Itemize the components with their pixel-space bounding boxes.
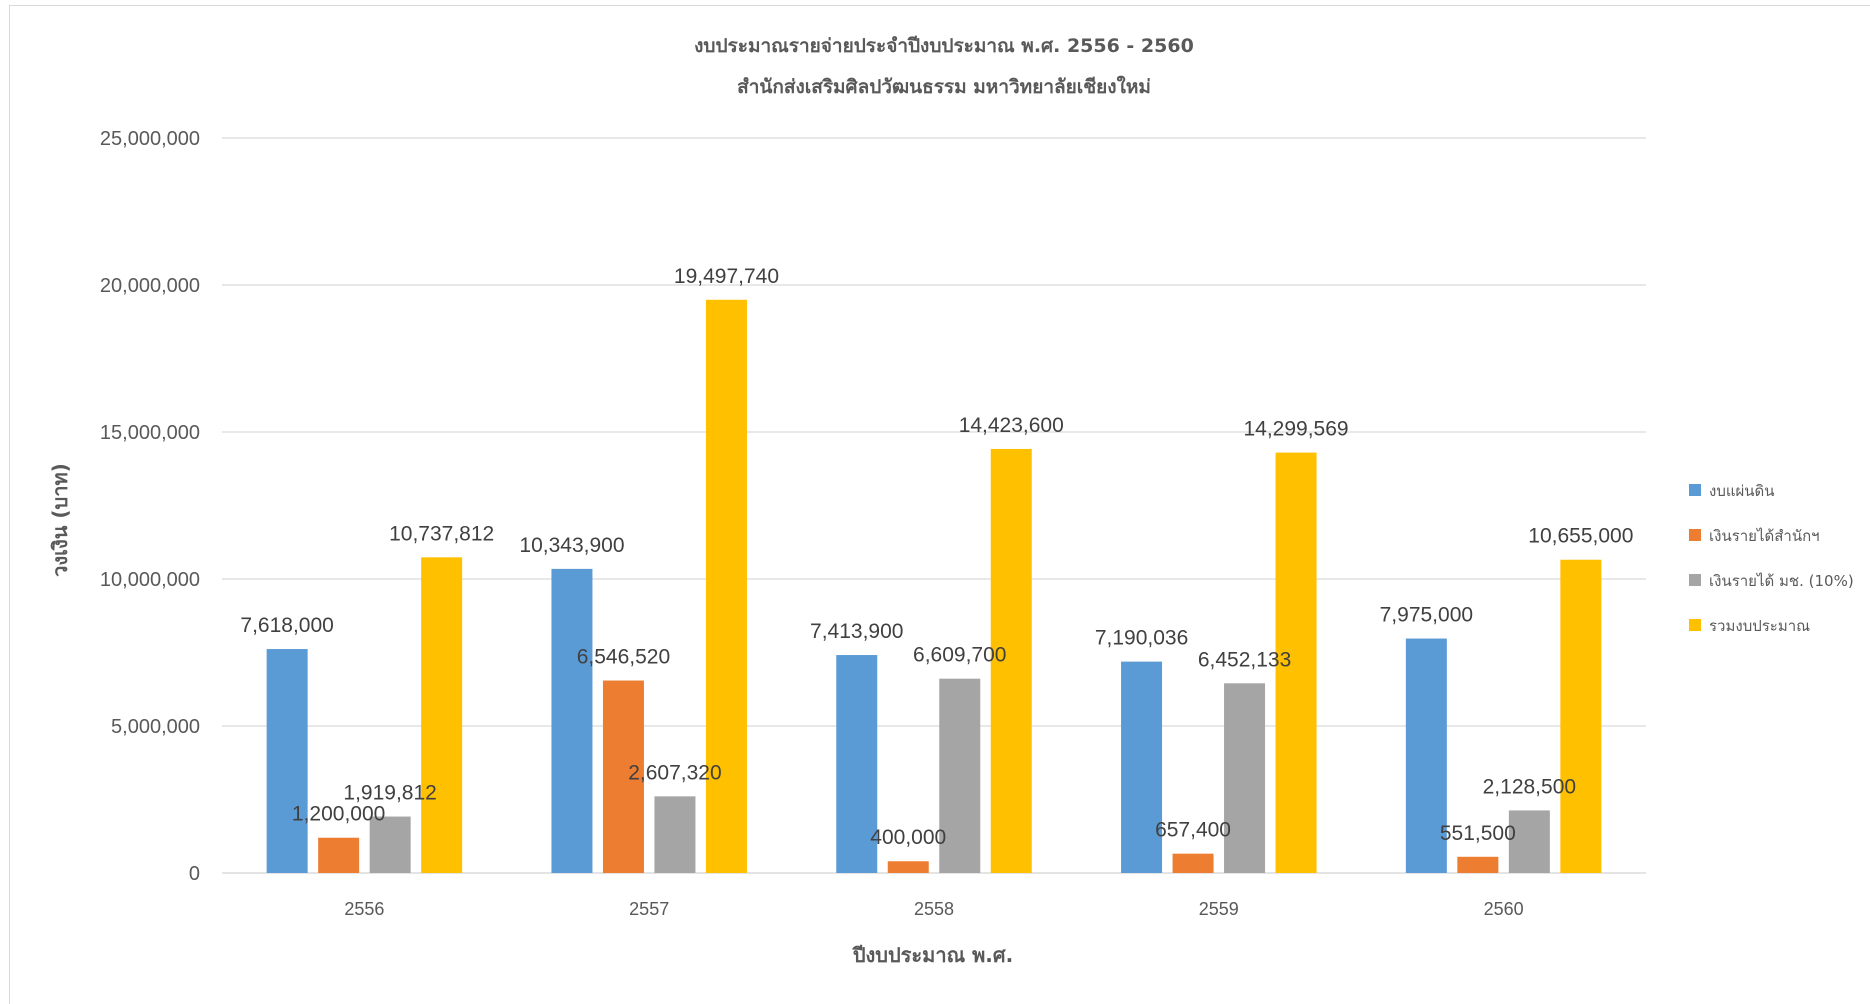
- data-label: 1,919,812: [343, 782, 436, 805]
- bar: [551, 568, 593, 873]
- bar: [836, 655, 878, 873]
- data-label: 657,400: [1155, 819, 1231, 842]
- bar: [654, 796, 696, 873]
- bar: [1457, 856, 1499, 873]
- x-axis-title: ปีงบประมาณ พ.ศ.: [852, 943, 1014, 967]
- bar: [318, 837, 360, 873]
- x-tick-label: 2556: [344, 899, 384, 919]
- y-tick-label: 20,000,000: [100, 275, 200, 297]
- legend-label: เงินรายได้ มช. (10%): [1709, 572, 1854, 590]
- legend-label: รวมงบประมาณ: [1709, 617, 1810, 635]
- bar: [1560, 559, 1602, 873]
- bar: [887, 861, 929, 873]
- data-label: 7,975,000: [1380, 604, 1473, 627]
- data-label: 14,299,569: [1243, 418, 1348, 441]
- data-label: 6,609,700: [913, 644, 1006, 667]
- bars: [266, 299, 1602, 873]
- x-tick-label: 2559: [1199, 899, 1239, 919]
- data-label: 10,737,812: [389, 522, 494, 545]
- chart-frame: [9, 5, 1870, 1004]
- data-label: 10,343,900: [519, 534, 624, 557]
- data-label: 400,000: [870, 826, 946, 849]
- bar: [705, 299, 747, 873]
- bar: [266, 649, 308, 873]
- legend-label: งบแผ่นดิน: [1709, 482, 1775, 500]
- data-label: 7,413,900: [810, 620, 903, 643]
- legend-swatch: [1689, 529, 1701, 541]
- y-axis-title: วงเงิน (บาท): [48, 463, 72, 577]
- data-label: 2,128,500: [1483, 775, 1576, 798]
- bar: [602, 680, 644, 873]
- x-tick-label: 2558: [914, 899, 954, 919]
- x-axis-ticks: 2556 2557 2558 2559 2560: [344, 899, 1523, 919]
- bar: [1172, 853, 1214, 873]
- y-tick-label: 15,000,000: [100, 422, 200, 444]
- x-tick-label: 2557: [629, 899, 669, 919]
- bar: [1275, 452, 1317, 873]
- legend-swatch: [1689, 574, 1701, 586]
- data-label: 6,546,520: [577, 646, 670, 669]
- data-label: 14,423,600: [959, 414, 1064, 437]
- legend-swatch: [1689, 484, 1701, 496]
- data-label: 2,607,320: [628, 761, 721, 784]
- y-tick-label: 5,000,000: [111, 716, 200, 738]
- y-tick-label: 10,000,000: [100, 569, 200, 591]
- bar: [1405, 638, 1447, 873]
- data-label: 7,618,000: [240, 614, 333, 637]
- x-tick-label: 2560: [1484, 899, 1524, 919]
- bar: [1121, 661, 1163, 873]
- chart-subtitle: สำนักส่งเสริมศิลปวัฒนธรรม มหาวิทยาลัยเชี…: [737, 75, 1151, 98]
- y-axis-ticks: 0 5,000,000 10,000,000 15,000,000 20,000,000…: [100, 128, 200, 885]
- bar: [1224, 683, 1266, 873]
- data-label: 7,190,036: [1095, 627, 1188, 650]
- y-tick-label: 0: [189, 863, 200, 885]
- bar: [939, 678, 981, 873]
- data-label: 551,500: [1440, 822, 1516, 845]
- chart-title: งบประมาณรายจ่ายประจำปีงบประมาณ พ.ศ. 2556…: [694, 35, 1194, 57]
- data-label: 1,200,000: [292, 803, 385, 826]
- y-tick-label: 25,000,000: [100, 128, 200, 150]
- data-label: 19,497,740: [674, 265, 779, 288]
- legend-swatch: [1689, 619, 1701, 631]
- bar: [369, 816, 411, 873]
- data-label: 10,655,000: [1528, 525, 1633, 548]
- data-label: 6,452,133: [1198, 648, 1291, 671]
- bar: [421, 557, 463, 873]
- bar: [1508, 810, 1550, 873]
- legend-label: เงินรายได้สำนักฯ: [1709, 527, 1820, 545]
- bar: [990, 448, 1032, 873]
